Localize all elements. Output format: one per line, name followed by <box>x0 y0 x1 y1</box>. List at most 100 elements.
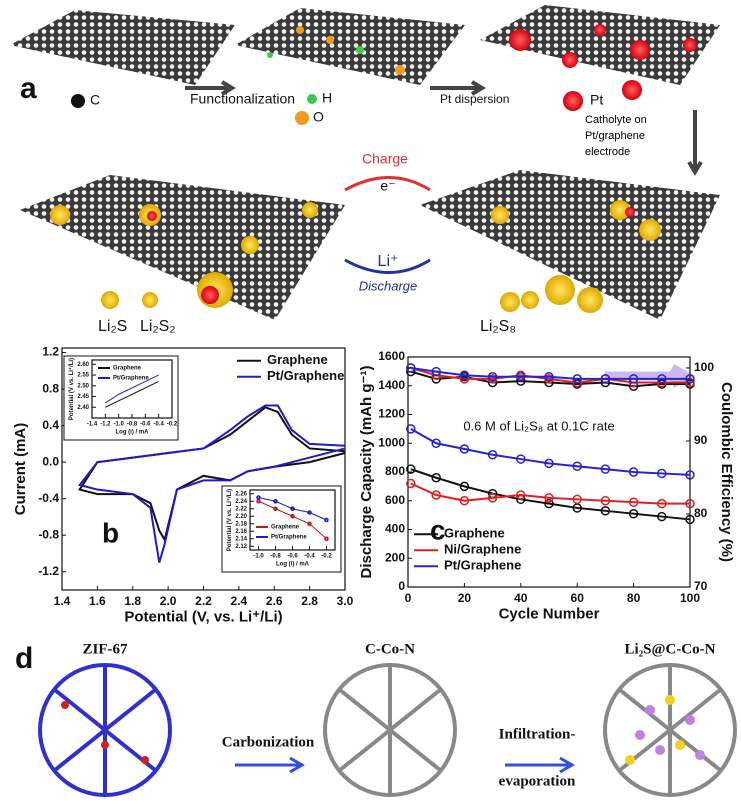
hydrogen-icon <box>307 94 317 104</box>
series-line <box>411 429 690 475</box>
legend-label: O <box>313 109 324 125</box>
x-axis-label: Log (i) / mA <box>276 561 310 567</box>
x-tick-label: 0 <box>405 591 412 605</box>
page: a C Functionalization H O Pt dispersion … <box>0 0 741 809</box>
graphene-sheet <box>10 10 235 85</box>
arrow <box>235 758 302 772</box>
species-label: Li₂S₈ <box>480 318 516 335</box>
y-tick-label: 2.20 <box>235 514 247 520</box>
c-co-n-cage <box>325 665 455 795</box>
x-axis-label: Log (i) / mA <box>116 429 150 435</box>
y-tick-label: 2.26 <box>235 491 247 497</box>
step-label: Functionalization <box>190 91 295 107</box>
y2-tick-label: 80 <box>694 506 708 520</box>
structure-title: Li₂S@C-Co-N <box>625 641 716 657</box>
legend-label: Pt/Graphene <box>271 535 307 541</box>
step-label: Catholyte on Pt/graphene electrode <box>585 112 690 160</box>
panel-a: a C Functionalization H O Pt dispersion … <box>10 5 720 335</box>
x-tick-label: 1.8 <box>124 594 141 608</box>
y-axis-label: Current (mA) <box>12 423 29 516</box>
x-tick-label: 40 <box>514 591 528 605</box>
discharge-label: Discharge <box>359 278 418 293</box>
lithium-label: Li⁺ <box>378 253 399 270</box>
panel-letter: b <box>102 517 119 548</box>
legend-label: Pt/Graphene <box>444 558 521 573</box>
graphene-sheet <box>235 8 465 85</box>
electron-label: e⁻ <box>380 178 395 194</box>
y-tick-label: 200 <box>385 550 405 564</box>
step-label: Carbonization <box>222 734 315 750</box>
y-tick-label: 2.40 <box>77 405 89 411</box>
x-tick-label: -0.6 <box>287 554 298 560</box>
legend-label: Graphene <box>271 525 300 531</box>
y-tick-label: 2.45 <box>77 394 89 400</box>
y-tick-label: -0.4 <box>38 491 59 505</box>
x-axis-label: Potential (V, vs. Li⁺/Li) <box>124 609 282 626</box>
graphene-sheet <box>20 175 345 320</box>
y2-tick-label: 100 <box>694 360 714 374</box>
y-tick-label: 800 <box>385 464 405 478</box>
y-axis-label: Potential (V vs. Li⁺/Li) <box>226 489 233 551</box>
y-tick-label: -0.8 <box>38 527 59 541</box>
x-tick-label: 2.8 <box>301 594 318 608</box>
x-tick-label: -0.4 <box>153 422 164 428</box>
x-tick-label: -1.0 <box>253 554 264 560</box>
x-tick-label: 2.4 <box>231 594 248 608</box>
x-tick-label: -1.4 <box>87 422 98 428</box>
structure-title: C-Co-N <box>365 641 415 657</box>
x-tick-label: 2.2 <box>195 594 212 608</box>
legend-label: H <box>322 90 332 106</box>
x-tick-label: 20 <box>458 591 472 605</box>
x-tick-label: -0.2 <box>321 554 332 560</box>
panel-d: d ZIF-67 C-Co-N Li₂S@C-Co-N Carbonizatio… <box>15 641 735 795</box>
y-tick-label: 2.22 <box>235 506 247 512</box>
zif-67-cage <box>40 665 170 795</box>
y2-tick-label: 90 <box>694 433 708 447</box>
y-tick-label: 1000 <box>378 435 405 449</box>
y-tick-label: 2.60 <box>77 362 89 368</box>
x-tick-label: 2.6 <box>266 594 283 608</box>
legend-label: Pt/Graphene <box>267 368 344 383</box>
y-tick-label: 1400 <box>378 378 405 392</box>
figure: a C Functionalization H O Pt dispersion … <box>0 0 741 809</box>
structure-title: ZIF-67 <box>83 641 129 657</box>
y-tick-label: 0 <box>398 579 405 593</box>
panel-letter: d <box>15 642 33 675</box>
x-axis-label: Cycle Number <box>499 606 600 623</box>
y-tick-label: 400 <box>385 522 405 536</box>
panel-letter: a <box>20 72 37 105</box>
step-label: Pt dispersion <box>440 92 509 106</box>
legend-label: Pt <box>590 92 603 108</box>
x-tick-label: -0.4 <box>304 554 315 560</box>
s-atoms <box>625 695 685 765</box>
y-tick-label: 2.14 <box>235 536 247 542</box>
species-label: Li₂S₂ <box>140 318 176 335</box>
y-tick-label: 0.0 <box>42 454 59 468</box>
step-label: evaporation <box>499 773 576 789</box>
legend-label: C <box>90 92 100 108</box>
x-tick-label: 1.6 <box>89 594 106 608</box>
y-tick-label: 2.55 <box>77 373 89 379</box>
y-tick-label: 2.18 <box>235 521 247 527</box>
panel-letter: c <box>430 514 446 545</box>
y2-tick-label: 70 <box>694 579 708 593</box>
annotation: 0.6 M of Li₂S₈ at 0.1C rate <box>463 418 614 433</box>
x-tick-label: 60 <box>571 591 585 605</box>
y-tick-label: -1.2 <box>38 564 59 578</box>
x-tick-label: -1.2 <box>100 422 111 428</box>
y-tick-label: 2.16 <box>235 529 247 535</box>
y-tick-label: 2.24 <box>235 499 247 505</box>
step-label: Infiltration- <box>499 726 576 742</box>
y-axis-label: Potential (V vs. Li⁺/Li) <box>68 358 75 420</box>
x-tick-label: 3.0 <box>337 594 354 608</box>
x-tick-label: 80 <box>627 591 641 605</box>
x-tick-label: -0.2 <box>167 422 178 428</box>
y-tick-label: 1200 <box>378 407 405 421</box>
x-tick-label: -0.8 <box>270 554 281 560</box>
y-tick-label: 0.4 <box>42 418 59 432</box>
y-tick-label: 2.50 <box>77 383 89 389</box>
legend-label: Ni/Graphene <box>444 542 521 557</box>
arrow <box>689 110 701 172</box>
x-tick-label: 2.0 <box>160 594 177 608</box>
legend-label: Pt/Graphene <box>113 376 149 382</box>
